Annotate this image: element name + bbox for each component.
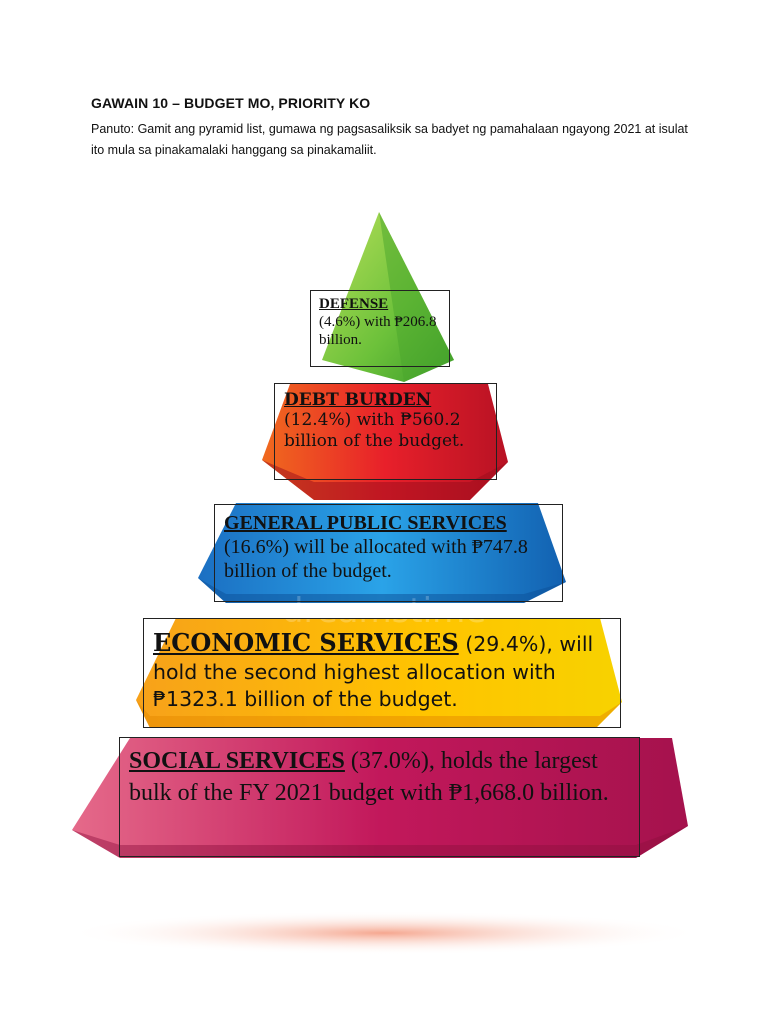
economic-services-text: (29.4%), will hold the second highest al…: [153, 632, 594, 711]
debt-burden-text: (12.4%) with ₱560.2 billion of the budge…: [284, 410, 465, 451]
social-services-box: SOCIAL SERVICES (37.0%), holds the large…: [119, 737, 640, 857]
tier-debt-shape: [262, 384, 508, 500]
general-public-services-text: (16.6%) will be allocated with ₱747.8 bi…: [224, 536, 528, 582]
watermark-text: dreamstime: [282, 591, 486, 631]
debt-burden-box: DEBT BURDEN (12.4%) with ₱560.2 billion …: [274, 383, 497, 480]
social-services-text: (37.0%), holds the largest bulk of the F…: [129, 748, 609, 806]
economic-services-heading: ECONOMIC SERVICES: [153, 628, 459, 657]
tier-economic-shape: [136, 618, 622, 728]
debt-burden-heading: DEBT BURDEN: [284, 390, 432, 410]
defense-text: (4.6%) with ₱206.8 billion.: [319, 314, 437, 348]
economic-services-box: ECONOMIC SERVICES (29.4%), will hold the…: [143, 618, 621, 728]
page-title: GAWAIN 10 – BUDGET MO, PRIORITY KO: [91, 95, 371, 111]
social-services-heading: SOCIAL SERVICES: [129, 748, 345, 774]
tier-social-shape: [72, 738, 688, 858]
general-public-services-heading: GENERAL PUBLIC SERVICES: [224, 512, 507, 534]
defense-box: DEFENSE (4.6%) with ₱206.8 billion.: [310, 290, 450, 367]
defense-heading: DEFENSE: [319, 296, 389, 312]
pyramid-shadow: [64, 911, 704, 955]
general-public-services-box: GENERAL PUBLIC SERVICES (16.6%) will be …: [214, 504, 563, 602]
tier-gps-shape: [198, 503, 566, 603]
instructions-text: Panuto: Gamit ang pyramid list, gumawa n…: [91, 122, 688, 157]
